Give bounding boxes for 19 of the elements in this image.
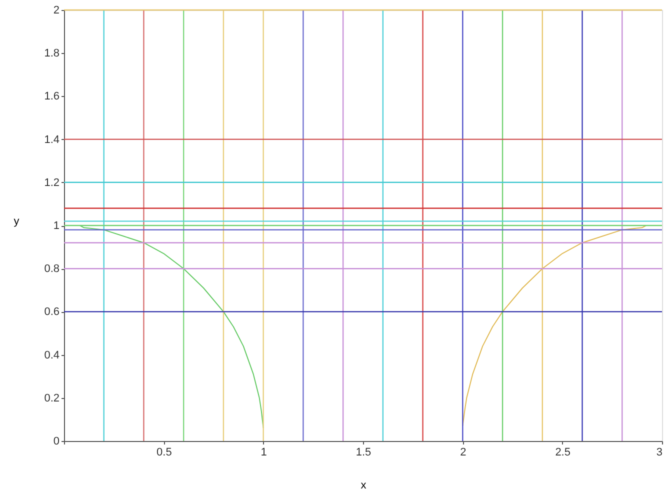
x-tick-label: 0.5 [156, 446, 172, 458]
x-tick-label: 2 [460, 446, 466, 458]
y-axis-title: y [14, 216, 20, 228]
y-tick-label: 0.8 [44, 263, 60, 276]
x-tick-label: 2.5 [555, 446, 570, 458]
y-tick-label: 0.6 [44, 306, 60, 318]
y-tick-label: 0.4 [44, 349, 60, 362]
x-axis-title: x [360, 480, 367, 492]
y-tick-label: 1.8 [44, 48, 60, 60]
y-tick-label: 0 [53, 436, 60, 448]
y-tick-label: 0.2 [44, 392, 60, 404]
x-tick-label: 3 [656, 446, 662, 458]
y-tick-label: 2 [53, 4, 60, 16]
x-tick-label: 1 [260, 446, 267, 458]
y-tick-label: 1.4 [44, 134, 60, 146]
y-tick-label: 1 [53, 220, 60, 232]
x-tick-label: 1.5 [356, 446, 372, 458]
y-tick-label: 1.2 [44, 176, 60, 189]
y-tick-label: 1.6 [44, 90, 60, 103]
